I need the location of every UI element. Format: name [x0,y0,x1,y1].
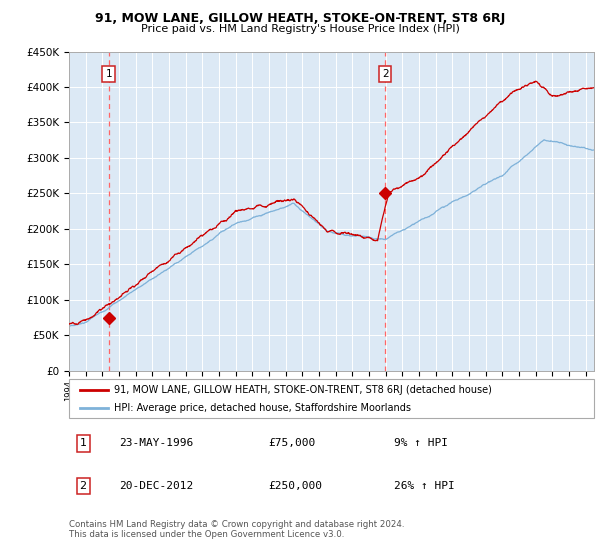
Text: HPI: Average price, detached house, Staffordshire Moorlands: HPI: Average price, detached house, Staf… [113,403,410,413]
Text: 9% ↑ HPI: 9% ↑ HPI [395,438,449,449]
Text: £75,000: £75,000 [269,438,316,449]
Text: 20-DEC-2012: 20-DEC-2012 [119,480,193,491]
FancyBboxPatch shape [69,379,594,418]
Text: 1: 1 [106,69,112,79]
Text: £250,000: £250,000 [269,480,323,491]
Text: Price paid vs. HM Land Registry's House Price Index (HPI): Price paid vs. HM Land Registry's House … [140,24,460,34]
Text: 2: 2 [80,480,87,491]
Text: 23-MAY-1996: 23-MAY-1996 [119,438,193,449]
Text: Contains HM Land Registry data © Crown copyright and database right 2024.
This d: Contains HM Land Registry data © Crown c… [69,520,404,539]
Text: 1: 1 [80,438,86,449]
Text: 2: 2 [382,69,388,79]
Text: 26% ↑ HPI: 26% ↑ HPI [395,480,455,491]
Text: 91, MOW LANE, GILLOW HEATH, STOKE-ON-TRENT, ST8 6RJ (detached house): 91, MOW LANE, GILLOW HEATH, STOKE-ON-TRE… [113,385,491,395]
Text: 91, MOW LANE, GILLOW HEATH, STOKE-ON-TRENT, ST8 6RJ: 91, MOW LANE, GILLOW HEATH, STOKE-ON-TRE… [95,12,505,25]
